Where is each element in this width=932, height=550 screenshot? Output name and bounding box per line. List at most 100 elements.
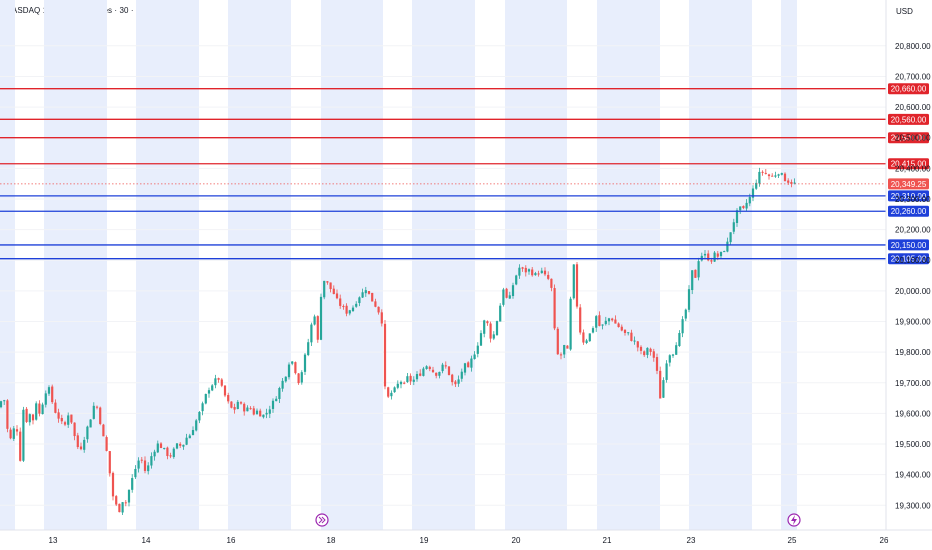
time-tick-label: 20 xyxy=(512,536,521,545)
candle-body xyxy=(361,292,364,298)
candle-body xyxy=(19,431,22,461)
event-markers[interactable] xyxy=(315,513,801,527)
candle-body xyxy=(121,502,124,513)
candle-body xyxy=(76,435,79,448)
candle-body xyxy=(527,269,531,272)
candle-body xyxy=(227,395,230,402)
time-tick-label: 18 xyxy=(327,536,336,545)
candle-body xyxy=(211,385,214,391)
candle-body xyxy=(454,381,457,385)
candle-body xyxy=(22,409,25,461)
candle-body xyxy=(630,332,633,341)
candle-body xyxy=(358,297,361,304)
candle-body xyxy=(425,366,428,369)
candle-body xyxy=(374,301,377,307)
candle-body xyxy=(83,439,86,450)
candle-body xyxy=(313,316,316,325)
candle-body xyxy=(684,309,687,319)
candle-body xyxy=(476,345,479,354)
candle-body xyxy=(412,379,415,382)
candle-body xyxy=(220,379,223,386)
candle-body xyxy=(9,429,12,439)
candle-body xyxy=(607,318,611,322)
candle-body xyxy=(339,298,342,306)
candle-body xyxy=(35,403,38,420)
price-tick-label: 20,300.00 xyxy=(895,195,931,204)
candle-body xyxy=(681,319,684,334)
candle-body xyxy=(79,446,83,450)
candle-body xyxy=(569,298,572,350)
candle-body xyxy=(444,365,447,367)
candle-body xyxy=(559,354,563,356)
candle-body xyxy=(377,306,380,313)
candle-body xyxy=(678,333,681,347)
candle-body xyxy=(783,173,787,182)
level-price-tag xyxy=(888,239,929,251)
forward-arrow-icon[interactable] xyxy=(315,513,329,527)
candle-body xyxy=(777,174,780,176)
candle-body xyxy=(57,412,60,419)
session-band xyxy=(412,0,475,530)
candle-body xyxy=(511,285,515,297)
candle-body xyxy=(460,371,463,379)
candle-body xyxy=(316,316,319,340)
candle-body xyxy=(115,496,118,505)
candle-body xyxy=(89,419,92,428)
session-band xyxy=(321,0,383,530)
candle-body xyxy=(403,382,406,384)
candle-body xyxy=(732,222,735,232)
level-price-text: 20,500.00 xyxy=(891,134,927,143)
time-tick-label: 23 xyxy=(687,536,696,545)
candle-body xyxy=(0,401,3,408)
candle-body xyxy=(486,321,489,324)
candle-body xyxy=(534,273,537,276)
candle-body xyxy=(143,460,147,471)
candle-body xyxy=(367,291,371,294)
candle-body xyxy=(662,380,665,398)
session-band xyxy=(597,0,660,530)
candle-body xyxy=(201,403,204,412)
candle-body xyxy=(99,407,102,424)
candle-body xyxy=(492,334,495,339)
candle-body xyxy=(108,451,111,474)
candle-body xyxy=(735,210,739,224)
last-price-tag xyxy=(888,178,929,190)
candle-body xyxy=(451,374,454,383)
candle-body xyxy=(463,363,467,373)
price-tick-label: 19,600.00 xyxy=(895,409,931,418)
candle-body xyxy=(204,393,207,404)
time-tick-label: 13 xyxy=(49,536,58,545)
time-tick-label: 21 xyxy=(603,536,612,545)
candle-body xyxy=(729,232,732,243)
candle-body xyxy=(556,328,559,355)
candle-body xyxy=(291,361,294,364)
time-tick-label: 16 xyxy=(227,536,236,545)
candle-body xyxy=(707,253,710,261)
candle-body xyxy=(105,437,108,451)
last-price-text: 20,349.25 xyxy=(891,180,927,189)
candle-body xyxy=(537,273,540,275)
candle-body xyxy=(627,332,630,334)
candle-body xyxy=(44,393,47,405)
time-axis[interactable]: 13 14 16 18 19 20 21 23 25 26 xyxy=(49,536,889,545)
time-tick-label: 26 xyxy=(880,536,889,545)
candle-body xyxy=(739,206,742,211)
candle-body xyxy=(495,321,499,336)
candle-body xyxy=(438,371,441,376)
candle-body xyxy=(271,400,275,409)
candle-body xyxy=(531,269,534,276)
candle-body xyxy=(118,503,121,513)
lightning-icon[interactable] xyxy=(787,513,801,527)
currency-label[interactable]: USD xyxy=(896,7,913,16)
candle-body xyxy=(620,326,623,331)
candle-body xyxy=(182,444,185,447)
candle-body xyxy=(380,312,383,324)
candle-body xyxy=(646,347,649,355)
time-tick-label: 25 xyxy=(788,536,797,545)
price-axis[interactable]: USD 20,800.00 20,700.00 20,600.00 20,500.00… xyxy=(895,7,931,510)
candle-body xyxy=(332,288,335,295)
time-tick-label: 19 xyxy=(420,536,429,545)
candle-body xyxy=(297,373,300,384)
session-backgrounds xyxy=(0,0,797,530)
